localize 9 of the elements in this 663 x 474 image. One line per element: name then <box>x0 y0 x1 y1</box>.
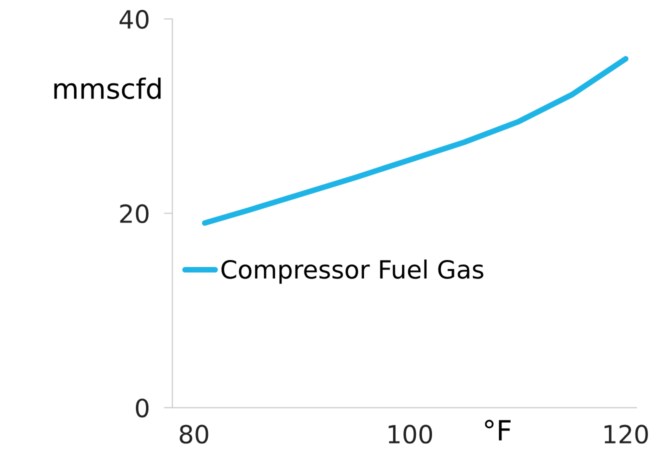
legend-label: Compressor Fuel Gas <box>221 260 484 284</box>
x-tick-label: 100 <box>388 424 432 444</box>
x-axis-title: °F <box>484 420 511 440</box>
x-tick-label: 80 <box>180 424 208 444</box>
y-tick-label: 20 <box>120 204 148 224</box>
x-tick-label: 120 <box>604 424 648 444</box>
y-axis-title: mmscfd <box>54 78 161 100</box>
y-tick-label: 0 <box>136 398 148 418</box>
y-tick-label: 40 <box>120 10 148 29</box>
